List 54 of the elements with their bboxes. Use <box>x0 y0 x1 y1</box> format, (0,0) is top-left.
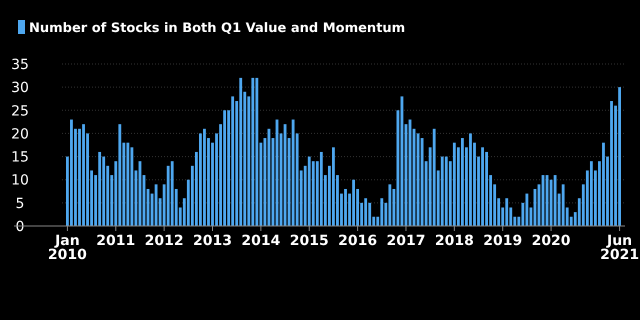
x-tick-label: 2013 <box>193 233 232 249</box>
bar <box>469 133 472 226</box>
bar <box>534 188 536 226</box>
bar <box>618 87 621 226</box>
x-tick-label: 2012 <box>144 233 184 249</box>
y-tick-label: 30 <box>11 80 29 96</box>
y-tick-label: 20 <box>11 126 29 142</box>
bar <box>284 124 286 226</box>
bar <box>416 133 420 226</box>
bar <box>525 194 528 226</box>
bar <box>138 161 142 226</box>
bar <box>554 175 557 226</box>
bar <box>485 152 488 226</box>
bar <box>268 128 270 226</box>
bar <box>344 188 347 226</box>
bar <box>82 124 85 226</box>
bar <box>460 138 464 226</box>
bar <box>70 120 73 226</box>
bar <box>408 120 412 226</box>
bar <box>481 147 484 226</box>
y-tick-label: 10 <box>11 172 29 189</box>
bar <box>154 184 158 226</box>
bar <box>223 110 226 226</box>
x-tick-label: 2016 <box>338 233 378 249</box>
bar <box>352 180 355 226</box>
bar <box>276 120 278 226</box>
bar <box>292 120 295 226</box>
bar <box>255 78 258 226</box>
bar <box>590 161 593 226</box>
bar <box>203 128 206 226</box>
x-tick-label: 2019 <box>483 233 522 249</box>
x-tick-label: 2011 <box>96 233 136 249</box>
bar <box>602 142 605 226</box>
x-tick-label: 2017 <box>386 233 426 249</box>
bar <box>546 175 548 226</box>
bar <box>400 96 404 226</box>
bar <box>199 133 202 226</box>
bar <box>126 142 130 226</box>
bar <box>388 184 392 226</box>
legend-label: Number of Stocks in Both Q1 Value and Momentum <box>29 21 406 36</box>
y-tick-label: 5 <box>16 196 24 212</box>
x-tick-label: 2020 <box>532 233 571 249</box>
bar <box>542 175 544 226</box>
x-tick-label: 2014 <box>241 233 281 249</box>
x-tick-label: 2015 <box>290 233 329 249</box>
bar <box>98 152 102 226</box>
x-tick-label: 2018 <box>434 233 474 249</box>
bar <box>610 101 613 226</box>
y-tick-label: 25 <box>11 103 29 120</box>
y-tick-label: 35 <box>11 57 29 73</box>
x-tick-label: Jan 2010 <box>48 233 88 263</box>
bar <box>332 147 335 226</box>
y-tick-label: 15 <box>11 150 29 166</box>
x-tick-label: Jun 2021 <box>600 233 640 263</box>
